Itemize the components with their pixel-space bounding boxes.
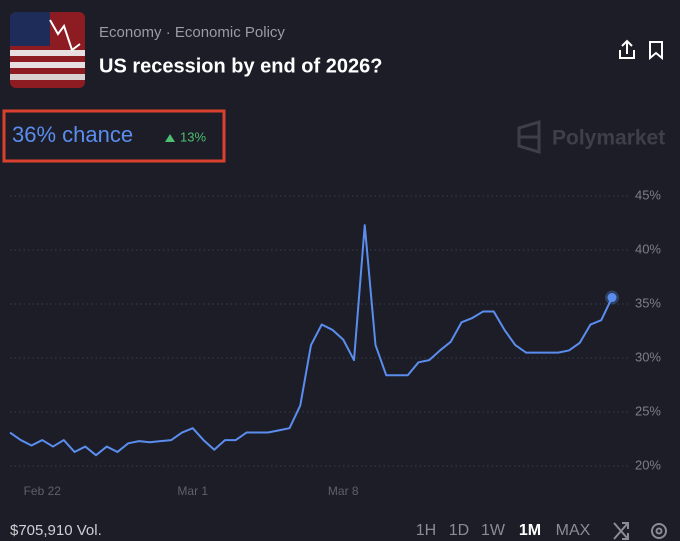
y-tick-label: 25% xyxy=(635,403,661,418)
range-selector: 1H 1D 1W 1M MAX xyxy=(416,522,591,539)
y-tick-label: 45% xyxy=(635,187,661,202)
line-series xyxy=(9,224,613,457)
x-tick-label: Feb 22 xyxy=(24,484,62,498)
y-tick-label: 40% xyxy=(635,241,661,256)
y-tick-label: 30% xyxy=(635,349,661,364)
y-tick-label: 35% xyxy=(635,295,661,310)
last-point xyxy=(607,293,617,303)
range-option[interactable]: 1H xyxy=(416,522,436,539)
range-option[interactable]: 1M xyxy=(519,522,541,539)
share-button[interactable] xyxy=(619,39,635,59)
bookmark-button[interactable] xyxy=(649,41,663,61)
watermark-logo xyxy=(517,119,541,155)
highlight-box xyxy=(2,109,226,163)
change-arrow xyxy=(165,134,175,142)
market-title: US recession by end of 2026? xyxy=(99,55,382,77)
range-option[interactable]: 1W xyxy=(481,522,506,539)
probability: 36% chance xyxy=(12,122,133,147)
market-thumbnail xyxy=(10,12,85,88)
y-tick-label: 20% xyxy=(635,457,661,472)
chart: 20% 25% 30% 35% 40% 45% Feb 22 Mar 1 Mar 8 xyxy=(9,187,661,498)
market-category: Economy · Economic Policy xyxy=(99,24,285,41)
range-option[interactable]: 1D xyxy=(449,522,469,539)
x-tick-label: Mar 1 xyxy=(177,484,208,498)
x-tick-label: Mar 8 xyxy=(328,484,359,498)
range-option[interactable]: MAX xyxy=(556,522,591,539)
watermark: Polymarket xyxy=(552,127,665,150)
swap-button[interactable] xyxy=(613,522,629,540)
volume: $705,910 Vol. xyxy=(10,522,102,539)
settings-button[interactable] xyxy=(651,523,667,539)
probability-change: 13% xyxy=(180,129,206,144)
